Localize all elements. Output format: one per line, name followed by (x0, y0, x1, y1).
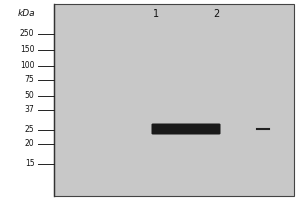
Text: 50: 50 (25, 92, 34, 100)
Text: 25: 25 (25, 126, 34, 134)
Text: 20: 20 (25, 140, 34, 148)
Text: 250: 250 (20, 29, 34, 38)
Text: 150: 150 (20, 46, 34, 54)
Text: 37: 37 (25, 106, 34, 114)
Text: kDa: kDa (18, 9, 36, 19)
Text: 1: 1 (153, 9, 159, 19)
Text: 100: 100 (20, 62, 34, 71)
Text: 15: 15 (25, 160, 34, 168)
Bar (54, 4, 294, 196)
FancyBboxPatch shape (152, 124, 220, 135)
Text: 2: 2 (213, 9, 219, 19)
Text: 75: 75 (25, 75, 34, 84)
